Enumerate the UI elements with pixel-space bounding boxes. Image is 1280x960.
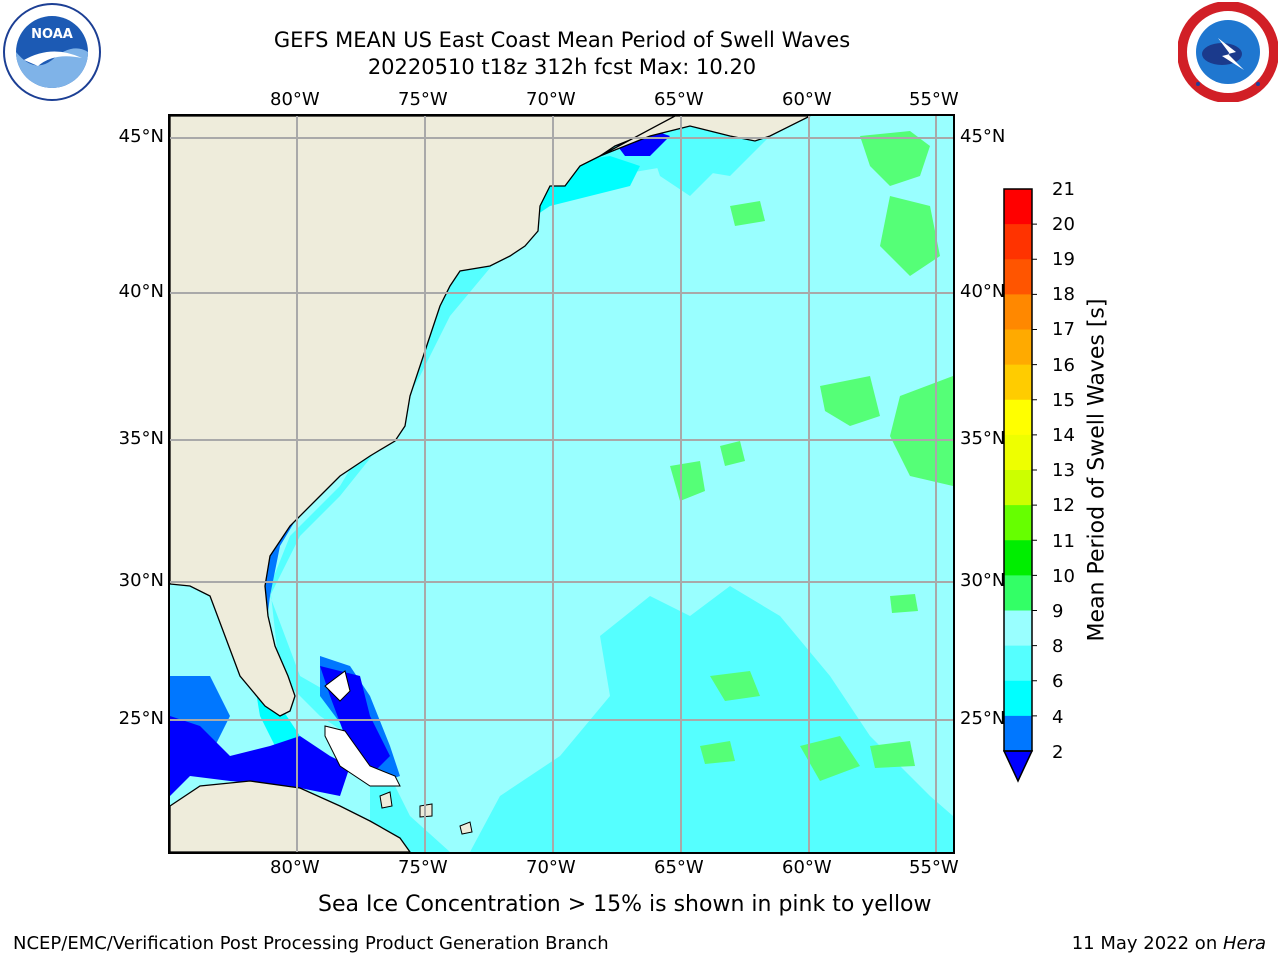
colorbar-bin — [1004, 505, 1032, 541]
colorbar-tick-label: 15 — [1052, 390, 1075, 411]
field-below-2s — [170, 716, 350, 796]
lat-label-left: 30°N — [118, 570, 164, 591]
colorbar-bin — [1004, 540, 1032, 576]
lat-label-left: 45°N — [118, 126, 164, 147]
colorbar-bin — [1004, 434, 1032, 471]
svg-text:NOAA: NOAA — [31, 27, 73, 42]
lon-label-bottom: 75°W — [398, 857, 448, 878]
colorbar-tick-label: 13 — [1052, 460, 1075, 481]
lat-label-right: 45°N — [960, 126, 1006, 147]
sea-ice-note: Sea Ice Concentration > 15% is shown in … — [318, 892, 932, 917]
lat-label-right: 35°N — [960, 428, 1006, 449]
lat-label-left: 25°N — [118, 708, 164, 729]
lon-label-bottom: 70°W — [526, 857, 576, 878]
field-9-10s — [670, 461, 705, 501]
colorbar-extend-triangle — [1003, 750, 1034, 783]
lat-label-right: 30°N — [960, 570, 1006, 591]
footer-date-text: 11 May 2022 on — [1071, 933, 1223, 954]
field-9-10s — [820, 376, 880, 426]
colorbar-tick-label: 20 — [1052, 214, 1075, 235]
colorbar-tick-label: 2 — [1052, 742, 1064, 763]
colorbar-tick-label: 11 — [1052, 531, 1075, 552]
colorbar-bin — [1004, 680, 1032, 717]
footer-credit: NCEP/EMC/Verification Post Processing Pr… — [13, 933, 609, 954]
swell-period-map — [170, 116, 953, 852]
field-9-10s — [870, 741, 915, 768]
footer-machine: Hera — [1222, 933, 1266, 954]
colorbar-tick-label: 21 — [1052, 179, 1075, 200]
colorbar-tick-label: 9 — [1052, 601, 1064, 622]
field-9-10s — [890, 376, 953, 486]
lat-label-left: 35°N — [118, 428, 164, 449]
field-9-10s — [710, 671, 760, 701]
colorbar-bin — [1004, 610, 1032, 647]
colorbar — [1003, 188, 1037, 783]
colorbar-bin — [1004, 645, 1032, 682]
field-9-10s — [720, 441, 745, 466]
colorbar-bin — [1004, 575, 1032, 611]
colorbar-bin — [1004, 470, 1032, 506]
field-9-10s — [860, 131, 930, 186]
lon-label-top: 80°W — [270, 89, 320, 110]
lat-label-left: 40°N — [118, 281, 164, 302]
colorbar-title: Mean Period of Swell Waves [s] — [1084, 298, 1110, 642]
field-9-10s — [890, 594, 918, 613]
colorbar-bin — [1004, 715, 1032, 752]
field-9-10s — [880, 196, 940, 276]
colorbar-tick-label: 18 — [1052, 284, 1075, 305]
colorbar-tick-label: 17 — [1052, 319, 1075, 340]
noaa-logo: NOAA — [3, 3, 101, 101]
chart-subtitle: 20220510 t18z 312h fcst Max: 10.20 — [367, 55, 757, 79]
lon-label-top: 70°W — [526, 89, 576, 110]
colorbar-bin — [1004, 294, 1032, 330]
colorbar-bin — [1004, 259, 1032, 295]
land-nova-scotia — [599, 116, 811, 157]
colorbar-bin — [1004, 364, 1032, 401]
lon-label-top: 65°W — [654, 89, 704, 110]
colorbar-tick-label: 6 — [1052, 671, 1064, 692]
footer-date: 11 May 2022 on Hera — [1072, 933, 1266, 954]
colorbar-tick-label: 19 — [1052, 249, 1075, 270]
colorbar-tick-label: 14 — [1052, 425, 1075, 446]
lon-label-bottom: 55°W — [909, 857, 959, 878]
colorbar-bin — [1004, 329, 1032, 366]
map-panel — [168, 114, 955, 854]
nws-logo — [1178, 2, 1278, 102]
land-bahamas — [459, 821, 473, 835]
map-grid — [170, 116, 953, 852]
field-9-10s — [700, 741, 735, 764]
field-9-10s — [800, 736, 860, 781]
colorbar-tick-label: 16 — [1052, 355, 1075, 376]
colorbar-tick-label: 8 — [1052, 636, 1064, 657]
lon-label-bottom: 65°W — [654, 857, 704, 878]
land-bahamas — [324, 725, 401, 787]
chart-title: GEFS MEAN US East Coast Mean Period of S… — [273, 28, 851, 52]
lon-label-bottom: 60°W — [782, 857, 832, 878]
field-9-10s — [730, 201, 765, 226]
land-bahamas — [379, 791, 393, 809]
colorbar-tick-label: 10 — [1052, 566, 1075, 587]
colorbar-tick-label: 4 — [1052, 707, 1064, 728]
colorbar-bin — [1004, 224, 1032, 260]
land-cuba — [170, 780, 411, 852]
field-2-4s — [255, 496, 310, 636]
lon-label-bottom: 80°W — [270, 857, 320, 878]
colorbar-tick-label: 12 — [1052, 495, 1075, 516]
lon-label-top: 75°W — [398, 89, 448, 110]
lon-label-top: 55°W — [909, 89, 959, 110]
colorbar-bin — [1004, 189, 1032, 225]
lat-label-right: 40°N — [960, 281, 1006, 302]
colorbar-bin — [1004, 399, 1032, 436]
lon-label-top: 60°W — [782, 89, 832, 110]
lat-label-right: 25°N — [960, 708, 1006, 729]
land-bahamas — [324, 670, 351, 702]
